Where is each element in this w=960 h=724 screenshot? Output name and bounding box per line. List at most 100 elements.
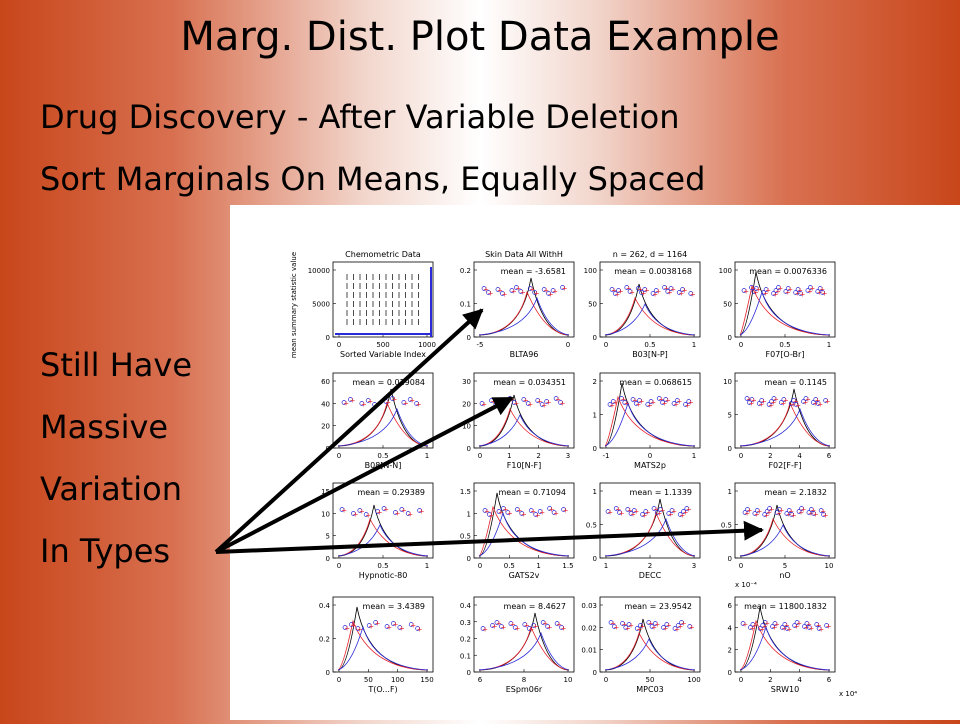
- marginal-panel: Skin Data All WithH mean = -3.6581 BLTA96 0…: [460, 250, 575, 359]
- data-point-red: +: [665, 397, 671, 405]
- x-tick-label: 0: [478, 562, 482, 570]
- data-point-blue: [635, 286, 641, 291]
- data-point-red: +: [689, 624, 695, 632]
- data-point-blue: [560, 285, 565, 290]
- data-point-blue: [783, 289, 789, 294]
- x-tick-label: 0: [739, 676, 743, 684]
- y-tick-label: 2: [593, 378, 597, 386]
- y-tick-label: 0: [467, 334, 471, 342]
- data-point-red: +: [520, 289, 526, 297]
- data-point-blue: [349, 622, 354, 627]
- density-blue: [604, 638, 696, 671]
- x-tick-label: 0: [739, 341, 743, 349]
- data-point-red: +: [344, 625, 350, 633]
- data-point-red: +: [523, 397, 529, 405]
- data-point-red: +: [650, 399, 656, 407]
- data-point-red: +: [803, 399, 809, 407]
- data-point-red: +: [489, 512, 495, 520]
- data-point-red: +: [686, 506, 692, 514]
- data-point-blue: [533, 512, 539, 517]
- data-point-blue: [610, 399, 616, 404]
- data-point-blue: [759, 398, 765, 403]
- data-point-blue: [415, 626, 420, 631]
- data-point-blue: [766, 402, 772, 407]
- panel-mean-label: mean = 11800.1832: [744, 602, 827, 611]
- data-point-blue: [518, 289, 524, 294]
- data-point-red: +: [787, 286, 793, 294]
- data-point-red: +: [683, 509, 689, 517]
- y-tick-label: 5000: [312, 301, 330, 309]
- data-point-blue: [649, 624, 655, 629]
- data-point-blue: [762, 620, 768, 625]
- data-point-red: +: [399, 625, 405, 633]
- data-point-blue: [754, 508, 760, 513]
- data-point-red: +: [793, 398, 799, 406]
- data-point-blue: [613, 506, 619, 511]
- density-black: [739, 271, 831, 336]
- y-tick-label: 0: [728, 445, 732, 453]
- data-point-red: +: [615, 506, 621, 514]
- data-point-blue: [532, 290, 538, 295]
- panel-xlabel: B08[N-N]: [365, 461, 402, 470]
- data-point-red: +: [403, 400, 409, 408]
- panel-xlabel: B03[N-P]: [632, 350, 668, 359]
- density-blue: [478, 296, 570, 336]
- data-point-blue: [793, 290, 798, 295]
- data-point-red: +: [668, 511, 674, 519]
- data-point-blue: [757, 626, 763, 631]
- y-tick-label: 20: [321, 423, 330, 431]
- data-point-red: +: [800, 291, 806, 299]
- data-point-red: +: [794, 623, 800, 631]
- data-point-blue: [373, 620, 378, 625]
- data-point-blue: [803, 396, 809, 401]
- x-tick-label: 0: [337, 452, 341, 460]
- data-point-red: +: [662, 400, 668, 408]
- data-point-red: +: [750, 285, 756, 293]
- data-point-blue: [762, 512, 768, 517]
- data-point-red: +: [682, 287, 688, 295]
- y-tick-label: 0.5: [721, 522, 732, 530]
- x-tick-label: 0: [739, 562, 743, 570]
- data-point-blue: [740, 621, 746, 626]
- data-point-red: +: [764, 512, 770, 520]
- data-point-blue: [764, 509, 770, 514]
- data-point-red: +: [419, 508, 425, 516]
- data-point-red: +: [392, 621, 398, 629]
- data-point-red: +: [817, 289, 823, 297]
- y-tick-label: 0.5: [586, 522, 597, 530]
- panel-mean-label: mean = 0.1145: [765, 378, 827, 387]
- data-point-red: +: [817, 401, 823, 409]
- density-blue: [478, 631, 570, 671]
- y-tick-label: 40: [321, 400, 330, 408]
- y-tick-label: 0: [728, 555, 732, 563]
- data-point-blue: [656, 396, 662, 401]
- y-tick-label: 0: [593, 555, 597, 563]
- data-point-red: +: [764, 620, 770, 628]
- y-tick-label: 0.1: [460, 301, 471, 309]
- data-point-blue: [763, 287, 769, 292]
- data-point-red: +: [515, 285, 521, 293]
- data-point-red: +: [500, 624, 506, 632]
- panel-xlabel: DECC: [639, 571, 662, 580]
- panel-axes: [734, 372, 836, 449]
- y-tick-label: 0: [326, 445, 330, 453]
- data-point-red: +: [561, 625, 567, 633]
- data-point-red: +: [822, 290, 828, 298]
- data-point-blue: [795, 287, 801, 292]
- x-tick-label: 4: [797, 452, 802, 460]
- data-point-red: +: [798, 509, 804, 517]
- x-tick-label: 5: [783, 562, 787, 570]
- data-point-blue: [808, 507, 814, 512]
- data-point-blue: [608, 620, 614, 625]
- data-point-red: +: [357, 626, 363, 634]
- x-tick-label: 1.5: [562, 562, 573, 570]
- data-point-blue: [643, 509, 649, 514]
- data-point-red: +: [786, 511, 792, 519]
- data-point-blue: [752, 511, 758, 516]
- data-point-blue: [773, 288, 779, 293]
- data-point-blue: [408, 622, 414, 627]
- data-point-red: +: [546, 399, 552, 407]
- x-tick-label: 0: [478, 452, 482, 460]
- data-point-red: +: [417, 626, 423, 634]
